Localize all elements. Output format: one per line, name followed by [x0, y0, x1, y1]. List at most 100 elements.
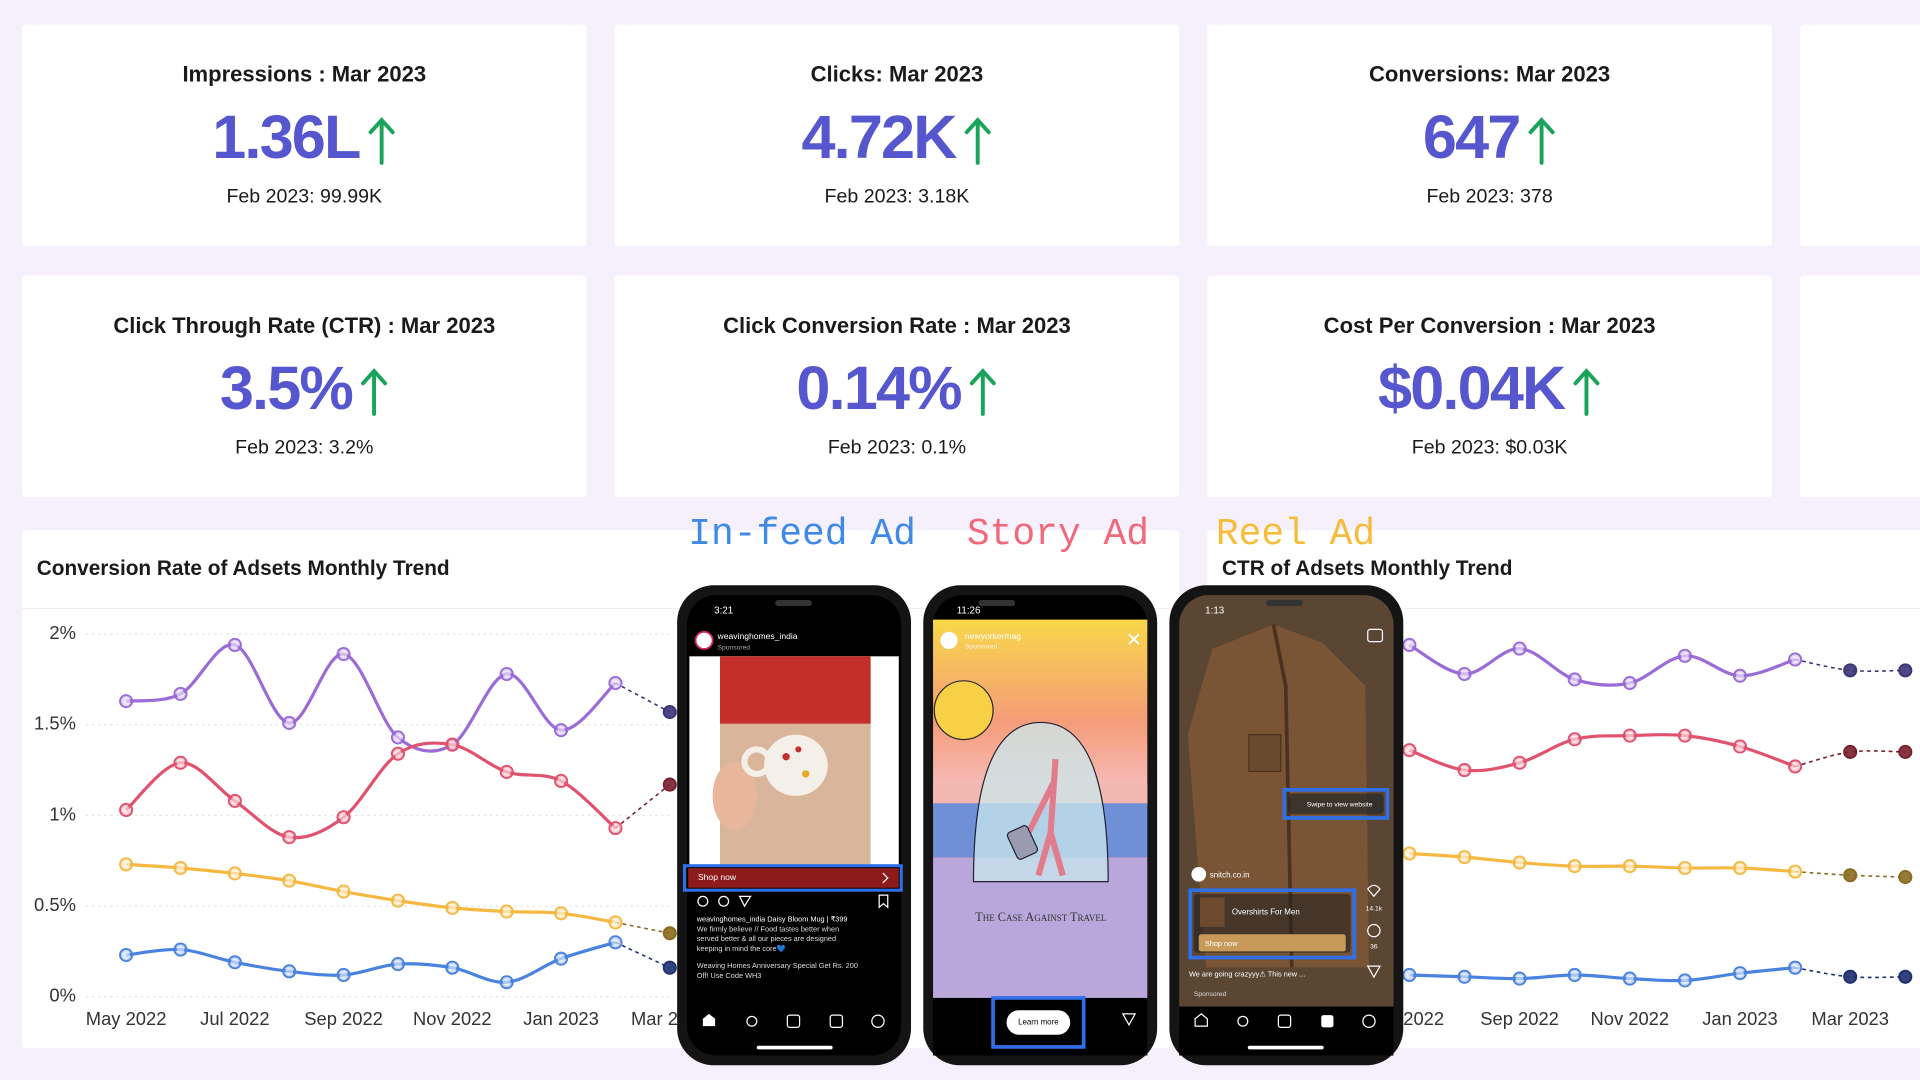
- data-point-core: [285, 719, 294, 727]
- kpi-previous: Feb 2023: 99.99K: [226, 185, 382, 207]
- data-point-core: [230, 869, 239, 878]
- data-point-core: [1680, 731, 1689, 740]
- data-point-core: [1570, 735, 1579, 744]
- post-image: [795, 746, 802, 753]
- data-point-core: [122, 806, 131, 814]
- data-point-core: [1570, 971, 1579, 979]
- data-point-core: [1625, 679, 1634, 687]
- data-point-core: [122, 951, 131, 959]
- x-tick-label: Jan 2023: [523, 1008, 599, 1029]
- data-point-core: [557, 909, 565, 918]
- kpi-cards: Impressions : Mar 2023 1.36L Feb 2023: 99.…: [22, 24, 1920, 498]
- kpi-card: [22, 275, 587, 498]
- data-point-core: [1736, 969, 1744, 978]
- data-point: [662, 960, 677, 975]
- x-tick-label: Jul 2022: [200, 1008, 269, 1029]
- cta[interactable]: Shop now: [1205, 939, 1238, 948]
- kpi-value: 647: [1423, 103, 1520, 171]
- y-tick-label: 0.5%: [34, 894, 76, 915]
- kpi-title: Click Through Rate (CTR) : Mar 2023: [113, 313, 495, 338]
- data-point-core: [1791, 762, 1800, 771]
- camera-icon[interactable]: [1367, 628, 1384, 643]
- data-point-core: [448, 903, 457, 912]
- swipe-pill[interactable]: [1288, 793, 1384, 815]
- data-point-core: [285, 833, 294, 842]
- phone-story: The Case Against Travel 11:26 newyorkerm…: [923, 585, 1158, 1066]
- nav-icon: [746, 1015, 758, 1027]
- data-point: [1843, 969, 1858, 984]
- status-time: 11:26: [957, 606, 981, 617]
- trend-arrow: [969, 368, 996, 416]
- account: snitch.co.in: [1210, 871, 1250, 880]
- data-point-core: [394, 960, 402, 969]
- icon: [878, 894, 889, 909]
- data-point: [1843, 744, 1858, 759]
- kpi-value: 4.72K: [801, 103, 957, 171]
- data-point-core: [394, 733, 402, 742]
- cta[interactable]: Learn more: [1018, 1018, 1059, 1027]
- trend-line: [125, 940, 616, 984]
- likes: 14.1k: [1366, 905, 1383, 912]
- phone-reel: 1:13 Swipe to view website snitch.co.in …: [1169, 585, 1404, 1066]
- highlight: [682, 864, 903, 892]
- nav-icon: [1194, 1013, 1208, 1027]
- kpi-card: [1207, 275, 1772, 498]
- data-point-core: [557, 726, 565, 735]
- cta-bar[interactable]: [1198, 934, 1346, 952]
- data-point-core: [339, 971, 348, 979]
- data-point: [662, 705, 677, 720]
- data-point-core: [1515, 858, 1524, 867]
- kpi-value: 3.5%: [220, 354, 353, 422]
- data-point-core: [176, 758, 185, 767]
- data-point-core: [1791, 963, 1800, 972]
- swipe[interactable]: Swipe to view website: [1307, 801, 1373, 808]
- ad-label: Reel Ad: [1216, 513, 1375, 556]
- kpi-card: [614, 275, 1180, 498]
- data-point-core: [448, 963, 457, 972]
- account: newyorkermag: [965, 631, 1021, 641]
- data-point-core: [502, 907, 511, 916]
- y-tick-label: 2%: [49, 622, 76, 643]
- data-point-core: [1680, 976, 1689, 985]
- comment-icon[interactable]: [1367, 923, 1381, 938]
- data-point-core: [1625, 862, 1634, 871]
- data-point: [1898, 744, 1913, 759]
- trend-line: [126, 862, 616, 924]
- send-icon: [1121, 1013, 1137, 1027]
- data-point-core: [1405, 971, 1414, 979]
- nav-icon: [829, 1014, 844, 1028]
- data-point-core: [230, 641, 239, 649]
- data-point-core: [1515, 644, 1524, 653]
- trend-line-projected: [1795, 870, 1906, 878]
- data-point-core: [502, 767, 511, 776]
- close-icon[interactable]: [1128, 633, 1140, 645]
- trend-line: [125, 643, 617, 753]
- data-point: [1843, 663, 1858, 678]
- highlight: [1188, 888, 1357, 960]
- data-point-core: [611, 918, 620, 927]
- data-point-core: [1515, 758, 1524, 767]
- x-tick-label: May 2022: [86, 1008, 167, 1029]
- data-point-core: [285, 967, 294, 976]
- avatar: [1191, 866, 1207, 882]
- kpi-card: [1207, 24, 1772, 247]
- kpi-title: Conversions: Mar 2023: [1369, 62, 1610, 87]
- trend-line-projected: [615, 682, 671, 713]
- avatar: [694, 630, 714, 650]
- kpi-previous: Feb 2023: 378: [1426, 185, 1552, 207]
- trend-line: [1409, 851, 1796, 874]
- cta-bar[interactable]: [688, 868, 899, 888]
- data-point-core: [557, 954, 565, 963]
- like-icon[interactable]: [1366, 884, 1381, 898]
- x-tick-label: Nov 2022: [413, 1008, 492, 1029]
- cta-button[interactable]: [1006, 1010, 1071, 1035]
- status-time: 3:21: [714, 606, 733, 617]
- data-point-core: [611, 938, 620, 947]
- reel-image: [1271, 624, 1294, 968]
- send-icon[interactable]: [1366, 965, 1382, 979]
- story-image: [1025, 758, 1066, 877]
- cta[interactable]: Shop now: [698, 872, 737, 882]
- x-tick-label: Mar 2023: [1811, 1008, 1889, 1029]
- notch: [978, 600, 1016, 607]
- post-image: [782, 753, 790, 761]
